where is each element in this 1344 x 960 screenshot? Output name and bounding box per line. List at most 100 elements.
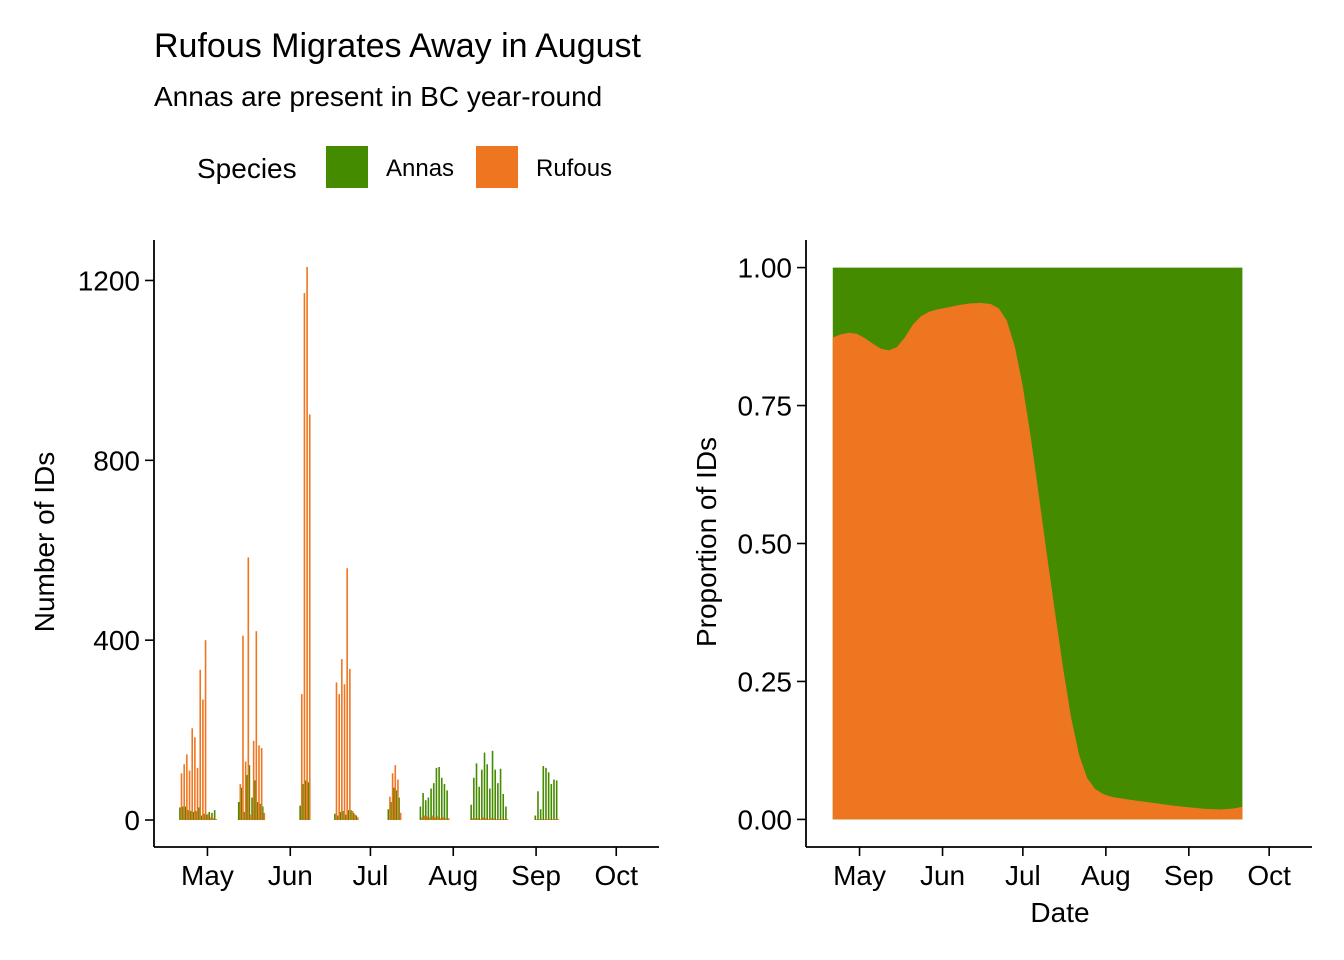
bar-annas: [184, 806, 187, 821]
bar-annas: [200, 815, 203, 821]
bar-rufous: [191, 728, 194, 821]
x-tick-label: Oct: [1247, 860, 1291, 891]
bar-annas: [390, 802, 392, 821]
y-tick-label: 0.25: [738, 666, 793, 697]
bar-annas: [497, 783, 499, 821]
bar-annas: [542, 766, 545, 821]
bar-rufous: [247, 557, 250, 821]
bar-rufous: [421, 817, 423, 821]
y-tick-label: 0.50: [738, 529, 793, 560]
bar-annas: [240, 787, 243, 821]
bar-marks: [179, 266, 560, 821]
bar-rufous: [538, 819, 541, 821]
legend-swatch-annas: [326, 146, 368, 188]
bar-rufous: [423, 815, 426, 821]
bar-annas: [189, 811, 192, 821]
bar-annas: [438, 766, 440, 821]
legend-label-annas: Annas: [386, 155, 455, 182]
bar-annas: [355, 815, 358, 821]
bar-rufous: [210, 817, 212, 821]
bar-annas: [483, 752, 486, 821]
bar-rufous: [506, 819, 509, 821]
bar-rufous: [399, 812, 402, 821]
bar-rufous: [343, 684, 346, 821]
bar-annas: [245, 775, 248, 821]
bar-annas: [243, 811, 245, 821]
y-tick-label: 0.75: [738, 391, 793, 422]
bar-annas: [478, 786, 480, 821]
bar-rufous: [445, 818, 447, 821]
chart-title-clip: Rufous Migrates Away in August: [154, 26, 676, 70]
bar-rufous: [338, 694, 340, 821]
bar-rufous: [536, 819, 538, 821]
bar-rufous: [250, 814, 252, 821]
bar-rufous: [303, 293, 306, 821]
bar-rufous: [434, 817, 437, 821]
bar-rufous: [426, 816, 429, 821]
bar-rufous: [429, 817, 431, 821]
bar-rufous: [389, 796, 391, 821]
bar-annas: [334, 813, 336, 821]
bar-rufous: [244, 761, 247, 821]
bar-annas: [430, 788, 432, 821]
bar-rufous: [487, 819, 490, 821]
bar-rufous: [255, 631, 258, 821]
x-tick-label: Sep: [511, 860, 561, 891]
bar-annas: [192, 811, 195, 821]
bar-annas: [424, 800, 427, 821]
bar-rufous: [188, 770, 191, 821]
x-tick-label: Aug: [428, 860, 478, 891]
bar-chart-panel: 0 400 800 1200 May Jun Jul Aug Sep Oct Number of…: [29, 240, 659, 891]
bar-rufous: [391, 773, 394, 821]
bar-annas: [432, 783, 435, 821]
bar-annas: [203, 813, 205, 821]
bar-rufous: [490, 818, 493, 821]
bar-annas: [473, 777, 475, 821]
bar-rufous: [549, 819, 552, 821]
bar-rufous: [351, 811, 354, 821]
bar-annas: [505, 806, 507, 821]
x-tick-label: Jun: [920, 860, 965, 891]
bar-rufous: [501, 819, 503, 821]
bar-annas: [205, 814, 208, 821]
bar-annas: [179, 807, 181, 821]
bar-rufous: [260, 748, 263, 821]
y-tick-label: 400: [93, 625, 140, 656]
bar-annas: [350, 810, 352, 821]
bar-annas: [208, 811, 211, 821]
bar-rufous: [477, 818, 479, 821]
bar-rufous: [447, 818, 450, 821]
bar-annas: [187, 810, 189, 821]
bar-rufous: [546, 819, 549, 821]
bar-rufous: [202, 699, 204, 821]
y-tick-label: 0.00: [738, 804, 793, 835]
bar-rufous: [207, 813, 210, 821]
bar-rufous: [479, 819, 482, 821]
bar-annas: [181, 806, 184, 821]
bar-annas: [499, 768, 502, 821]
bar-annas: [539, 809, 542, 821]
bar-annas: [261, 806, 264, 821]
legend-swatch-rufous: [476, 146, 518, 188]
bar-rufous: [349, 668, 351, 821]
bar-annas: [550, 784, 553, 821]
bar-rufous: [439, 818, 442, 821]
bar-annas: [304, 780, 307, 821]
bar-annas: [352, 812, 355, 821]
bar-annas: [435, 767, 438, 821]
x-tick-label: May: [181, 860, 234, 891]
y-axis-ticks: 0.00 0.25 0.50 0.75 1.00: [738, 253, 806, 835]
area-chart-panel: 0.000.250.500.751.00 May Jun Jul Aug Sep Oct …: [691, 240, 1312, 928]
bar-annas: [481, 769, 483, 821]
bar-rufous: [431, 815, 434, 821]
bar-rufous: [474, 818, 477, 821]
x-tick-label: Aug: [1081, 860, 1131, 891]
bar-annas: [259, 803, 261, 821]
bar-annas: [339, 811, 342, 821]
chart-subtitle: Annas are present in BC year-round: [154, 81, 603, 112]
bar-annas: [253, 780, 256, 821]
bar-rufous: [199, 669, 202, 821]
bar-rufous: [504, 819, 506, 821]
bar-rufous: [341, 659, 343, 821]
